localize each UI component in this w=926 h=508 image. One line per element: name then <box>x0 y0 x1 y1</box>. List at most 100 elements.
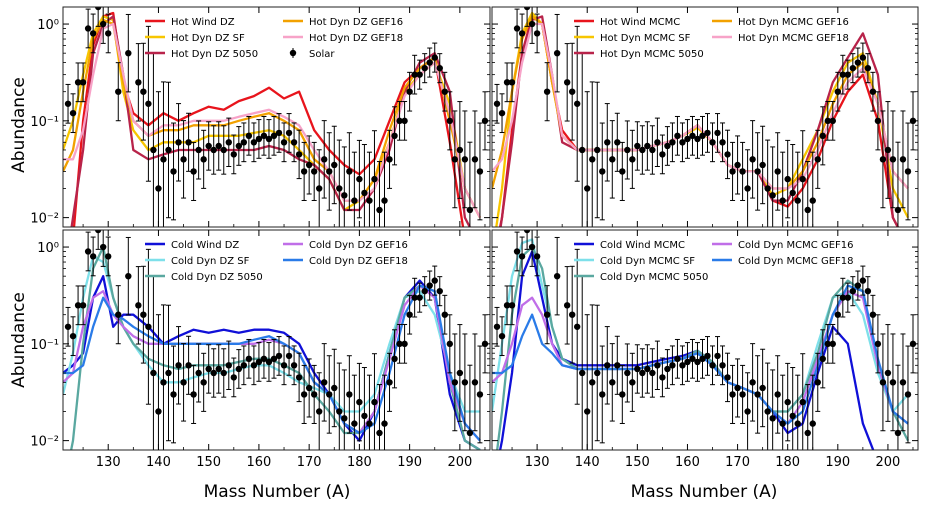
solar-point <box>356 398 363 406</box>
solar-point <box>824 340 831 348</box>
solar-point <box>285 129 293 137</box>
solar-point <box>346 168 353 175</box>
solar-point <box>321 379 328 386</box>
solar-point <box>406 311 413 318</box>
solar-point <box>476 168 484 175</box>
solar-point <box>889 379 897 386</box>
solar-point <box>200 379 207 386</box>
legend-label: Hot Wind MCMC <box>600 17 680 28</box>
solar-point <box>421 287 428 295</box>
solar-point <box>461 156 469 163</box>
solar-point <box>451 156 459 163</box>
solar-point <box>609 156 616 163</box>
solar-point <box>589 156 596 163</box>
solar-point <box>250 362 258 369</box>
solar-point <box>125 272 132 280</box>
solar-point <box>381 197 388 204</box>
solar-point <box>150 369 157 377</box>
solar-point <box>614 139 621 146</box>
solar-point <box>351 197 358 204</box>
solar-point <box>331 384 338 392</box>
solar-point <box>664 365 671 373</box>
legend-swatch <box>289 49 297 57</box>
solar-point <box>326 391 333 398</box>
solar-point <box>584 408 591 415</box>
solar-point <box>749 379 756 386</box>
solar-point <box>381 420 388 427</box>
solar-point <box>74 302 82 309</box>
solar-point <box>704 352 711 360</box>
solar-point <box>326 168 333 175</box>
solar-point <box>533 253 541 260</box>
x-tick-label: 140 <box>146 455 171 470</box>
solar-point <box>270 132 278 140</box>
solar-point <box>784 175 791 183</box>
solar-point <box>604 139 611 146</box>
solar-point <box>215 142 222 150</box>
solar-point <box>879 156 887 163</box>
solar-point <box>99 20 107 28</box>
solar-point <box>859 277 867 284</box>
panel-bottom-left: 130 140 150 160 170 180 190 200 Cold Wind DZ Cold… <box>62 229 491 470</box>
legend-label: Cold Dyn MCMC GEF18 <box>738 256 853 267</box>
legend-label: Hot Wind DZ <box>171 17 235 28</box>
solar-point <box>864 287 872 295</box>
solar-point <box>205 142 212 150</box>
solar-point <box>709 362 716 369</box>
solar-point <box>466 429 474 437</box>
solar-point <box>639 146 646 154</box>
solar-point <box>834 311 842 318</box>
solar-point <box>849 287 857 295</box>
solar-point <box>819 355 826 363</box>
solar-point <box>431 54 438 61</box>
solar-point <box>406 88 413 95</box>
solar-point <box>498 109 506 117</box>
solar-point <box>391 355 398 363</box>
solar-point <box>764 408 771 415</box>
solar-point <box>421 64 428 72</box>
solar-point <box>295 151 303 158</box>
xlabel-right: Mass Number (A) <box>631 482 778 502</box>
solar-point <box>441 88 448 95</box>
solar-point <box>799 175 806 183</box>
solar-point <box>654 139 661 146</box>
solar-point <box>466 206 474 214</box>
solar-point <box>230 374 237 381</box>
solar-point <box>699 355 706 363</box>
solar-point <box>471 156 479 163</box>
solar-point <box>543 88 551 95</box>
solar-point <box>411 71 418 78</box>
solar-point <box>300 391 308 398</box>
solar-point <box>689 132 696 140</box>
series-line-hot-dyn-dz-gef18 <box>63 22 482 219</box>
solar-point <box>170 168 177 175</box>
solar-point <box>260 355 268 363</box>
x-tick-label: 190 <box>397 455 422 470</box>
solar-point <box>225 139 232 146</box>
solar-point <box>669 139 676 146</box>
solar-point <box>729 391 736 398</box>
solar-point <box>568 88 576 95</box>
solar-point <box>99 243 107 251</box>
solar-point <box>684 358 691 366</box>
solar-point <box>300 168 308 175</box>
solar-point <box>366 197 373 204</box>
solar-point <box>884 369 892 377</box>
solar-point <box>498 332 506 340</box>
solar-point <box>714 352 721 360</box>
solar-point <box>764 185 771 192</box>
x-tick-label: 130 <box>96 455 121 470</box>
series-line-cold-dyn-dz-gef18 <box>63 284 481 442</box>
solar-point <box>779 197 786 204</box>
solar-point <box>614 362 621 369</box>
solar-point <box>829 340 836 348</box>
solar-point <box>574 100 581 107</box>
solar-point <box>456 146 464 154</box>
solar-point <box>401 340 408 348</box>
solar-point <box>759 161 766 169</box>
solar-point <box>809 197 816 204</box>
solar-point <box>599 168 606 175</box>
legend-label: Solar <box>309 49 335 60</box>
solar-point <box>180 156 187 163</box>
